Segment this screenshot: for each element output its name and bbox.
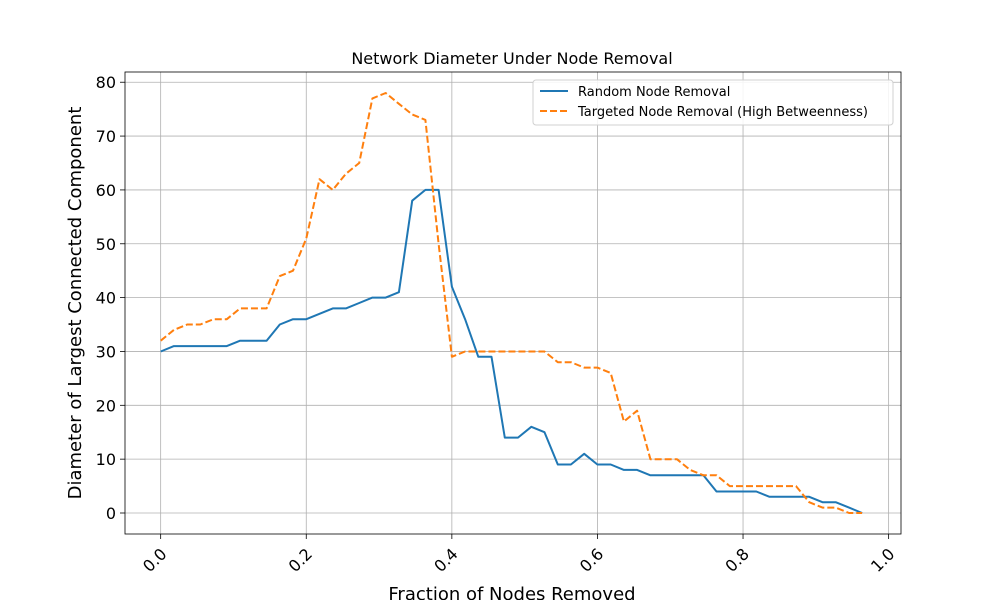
legend-label-targeted: Targeted Node Removal (High Betweenness) [577,105,868,120]
series-line-random-removal [160,188,863,514]
plot-frame [124,71,902,535]
x-tick-label: 0.6 [576,544,607,575]
x-axis-label: Fraction of Nodes Removed [388,584,635,600]
x-tick-label: 1.0 [867,544,898,575]
x-tick-label: 0.2 [285,544,316,575]
legend-label-random: Random Node Removal [578,85,730,100]
series-line-targeted-removal [160,92,863,514]
y-axis-ticks: 0 10 20 30 40 50 60 70 80 [96,73,125,523]
legend-box [532,79,894,126]
y-tick-label: 40 [96,289,116,308]
y-tick-label: 30 [96,342,116,361]
legend: Random Node Removal Targeted Node Remova… [532,79,894,126]
x-tick-label: 0.4 [430,544,461,575]
x-tick-label: 0.0 [139,544,170,575]
y-tick-label: 20 [96,396,116,415]
x-axis-ticks: 0.0 0.2 0.4 0.6 0.8 1.0 [139,534,898,576]
y-tick-label: 60 [96,181,116,200]
chart-title: Network Diameter Under Node Removal [351,49,672,68]
grid-lines [125,72,901,534]
series-lines [160,92,863,514]
y-tick-label: 10 [96,450,116,469]
y-tick-label: 0 [106,504,116,523]
y-tick-label: 80 [96,73,116,92]
y-tick-label: 50 [96,235,116,254]
y-axis-label: Diameter of Largest Connected Component [65,107,86,500]
y-tick-label: 70 [96,127,116,146]
x-tick-label: 0.8 [721,544,752,575]
